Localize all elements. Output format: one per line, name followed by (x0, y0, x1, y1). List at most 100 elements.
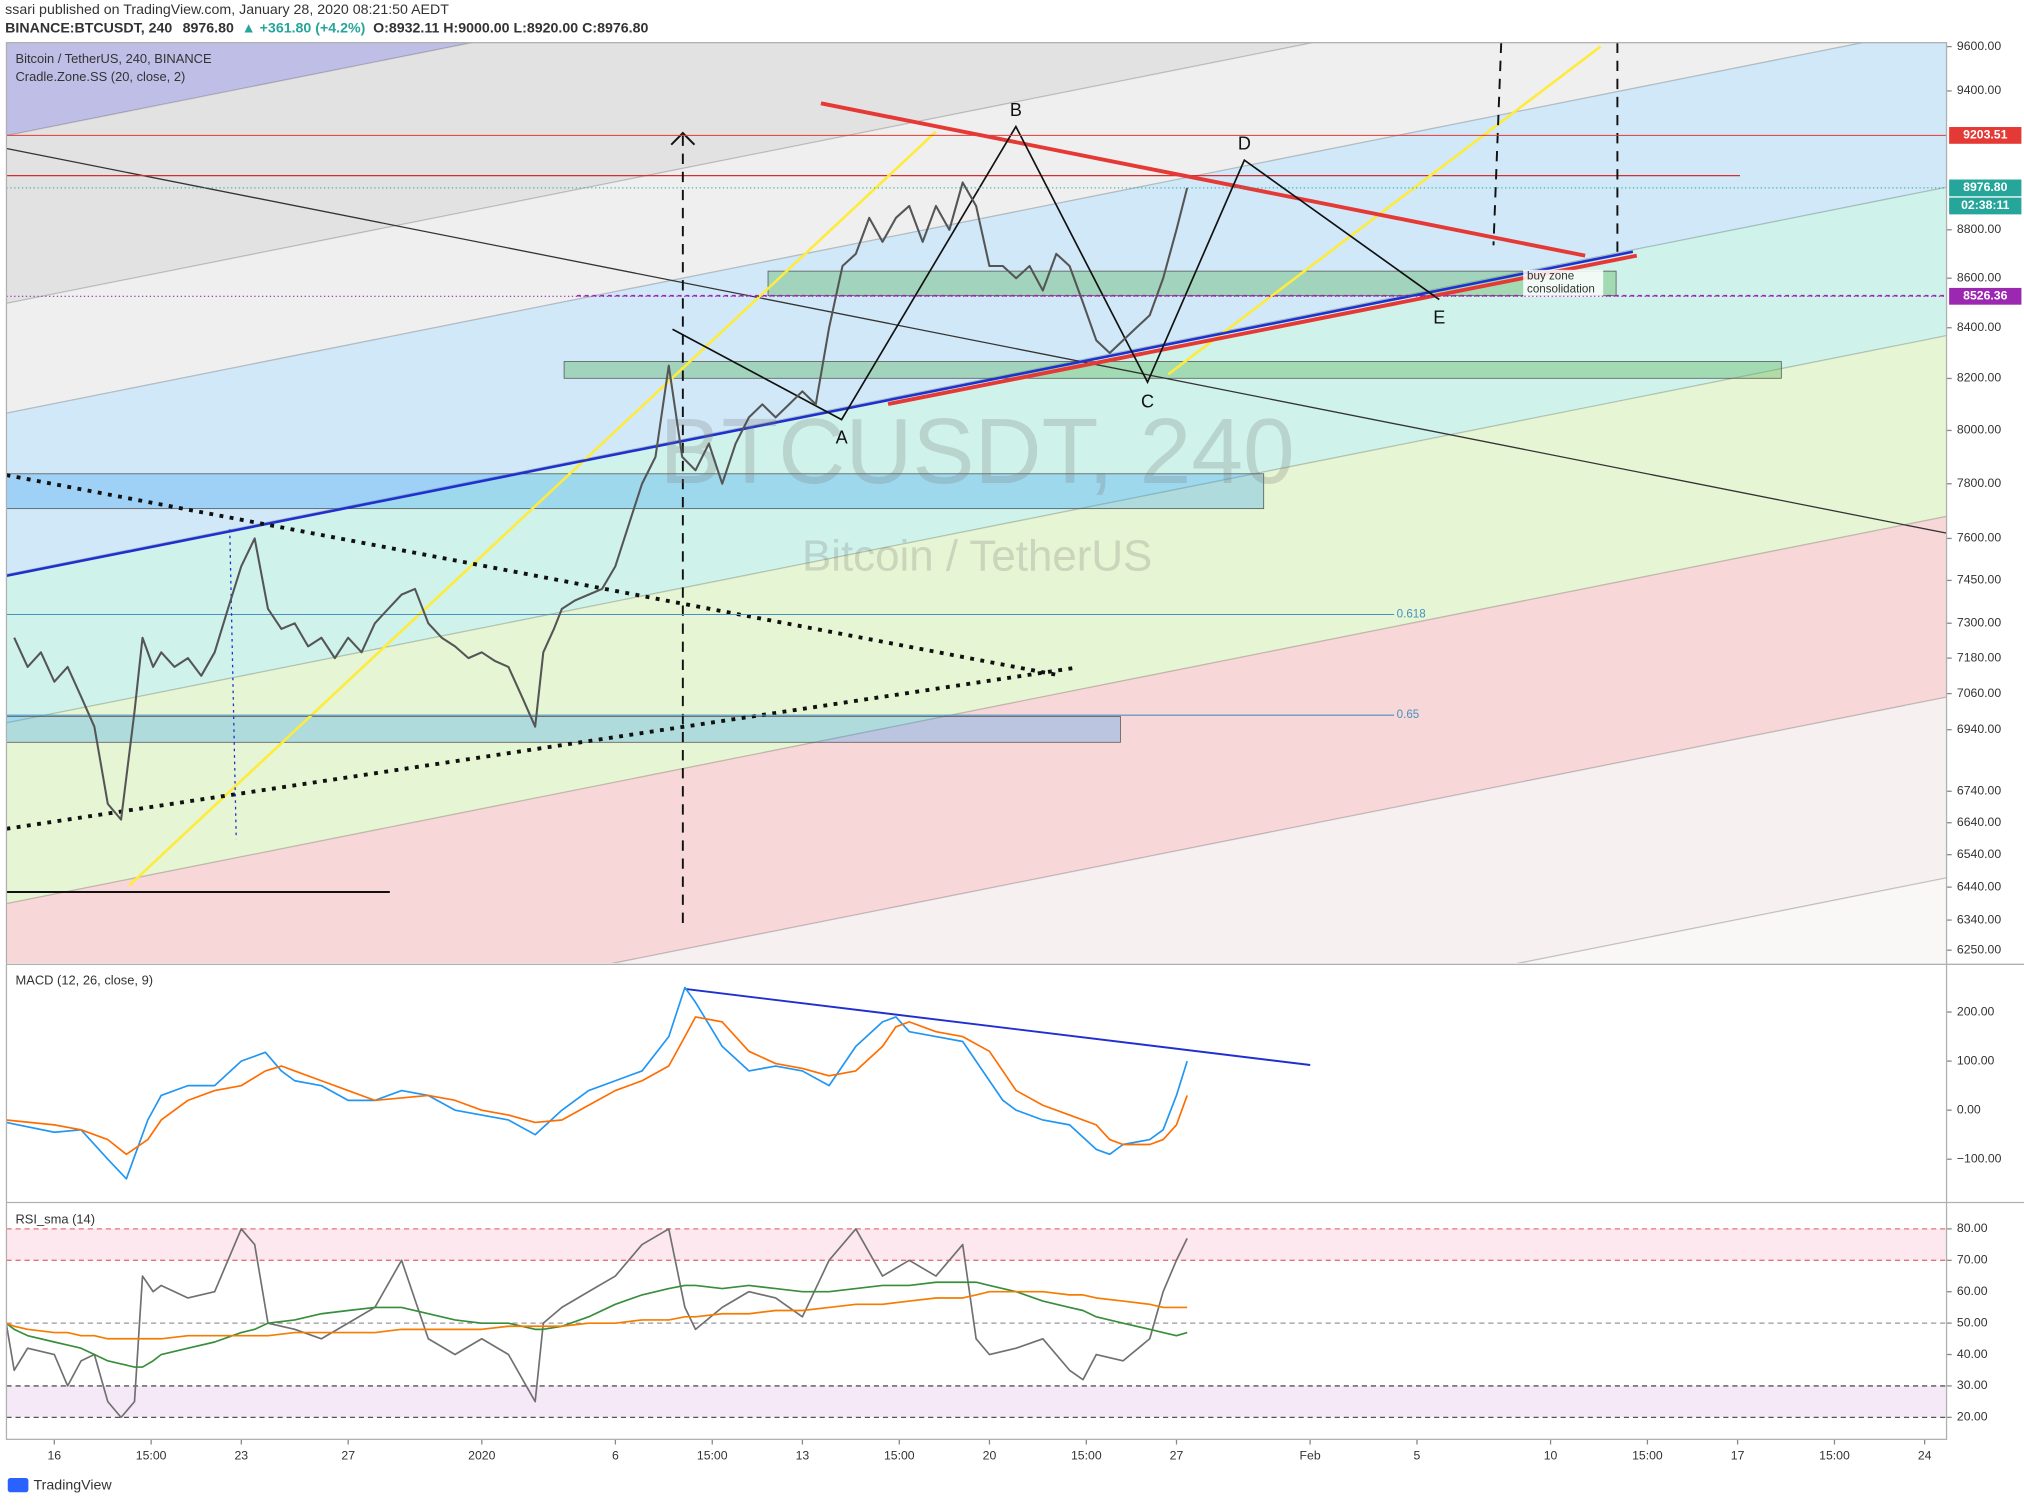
y-tick-label: 6740.00 (1957, 784, 2001, 798)
price-tag-label: 8526.36 (1963, 289, 2007, 303)
pitchfork-band (6, 187, 1947, 723)
x-tick-label: 24 (1918, 1448, 1932, 1462)
pane-title: RSI_sma (14) (15, 1211, 95, 1226)
x-tick-label: 23 (234, 1448, 248, 1462)
trend-line (6, 250, 1634, 578)
y-tick-label: 40.00 (1957, 1347, 1988, 1361)
price-tag-label: 9203.51 (1963, 128, 2007, 142)
price-tag (1949, 179, 2022, 197)
pitchfork-line (6, 186, 1947, 576)
series-line (6, 1290, 1188, 1340)
x-tick-label: 27 (341, 1448, 355, 1462)
y-tick-label: 100.00 (1957, 1053, 1995, 1067)
countdown-tag (1949, 197, 2022, 215)
x-tick-label: 5 (1414, 1448, 1421, 1462)
pitchfork-line (1516, 877, 1947, 964)
pattern-label: A (836, 428, 849, 448)
x-tick-label: 6 (612, 1448, 619, 1462)
y-tick-label: 8400.00 (1957, 320, 2001, 334)
x-tick-label: 20 (983, 1448, 997, 1462)
trend-line (887, 253, 1638, 406)
y-tick-label: 8200.00 (1957, 371, 2001, 385)
arrow-head (670, 131, 696, 146)
x-tick-label: 15:00 (1819, 1448, 1850, 1462)
pitchfork-band (1519, 877, 1947, 964)
price-tag-label: 8976.80 (1963, 180, 2007, 194)
pitchfork-line (611, 696, 1947, 964)
symbol: BINANCE:BTCUSDT, 240 (5, 20, 172, 36)
countdown: 02:38:11 (1961, 198, 2010, 212)
y-tick-label: 6540.00 (1957, 847, 2001, 861)
pitchfork-band (6, 335, 1947, 904)
y-tick-label: 7800.00 (1957, 476, 2001, 490)
y-tick-label: 9600.00 (1957, 39, 2001, 53)
y-tick-label: 9400.00 (1957, 83, 2001, 97)
fib-label: 0.618 (1397, 608, 1426, 621)
y-tick-label: 50.00 (1957, 1315, 1988, 1329)
x-tick-label: 15:00 (1632, 1448, 1663, 1462)
series-line (6, 1281, 1188, 1368)
trend-line (6, 473, 1059, 678)
y-tick-label: 6340.00 (1957, 912, 2001, 926)
clip-group (6, 1016, 1188, 1156)
pitchfork-line (6, 335, 1947, 724)
plot-layer: BTCUSDT, 240 Bitcoin / TetherUS Bitcoin / … (6, 39, 2022, 1462)
chart-title: Bitcoin / TetherUS, 240, BINANCE (15, 51, 211, 66)
rsi-band (6, 1385, 1947, 1418)
pitchfork-band (614, 697, 1947, 964)
y-tick-label: −100.00 (1957, 1151, 2002, 1165)
x-tick-label: Feb (1300, 1448, 1321, 1462)
x-tick-label: 15:00 (1071, 1448, 1102, 1462)
pitchfork-band (6, 42, 473, 136)
drawings (6, 42, 1947, 964)
zone-label: buy zone (1527, 269, 1574, 282)
pane-title: MACD (12, 26, close, 9) (15, 972, 153, 987)
x-tick-label: 15:00 (136, 1448, 167, 1462)
pitchfork-band (6, 42, 1313, 304)
trend-line (820, 101, 1586, 258)
fib-label: 0.65 (1397, 708, 1420, 721)
symbol-line: BINANCE:BTCUSDT, 240 8976.80 ▲ +361.80 (+4… (5, 20, 648, 36)
pitchfork-line (6, 42, 1317, 305)
x-tick-label: 15:00 (884, 1448, 915, 1462)
y-tick-label: 6940.00 (1957, 722, 2001, 736)
trend-line (229, 529, 237, 840)
y-tick-label: 7060.00 (1957, 686, 2001, 700)
pattern-label: C (1141, 392, 1154, 412)
clip-group (6, 986, 1188, 1180)
pitchfork-line (6, 42, 1866, 414)
y-tick-label: 8600.00 (1957, 270, 2001, 284)
zone (6, 716, 1121, 743)
x-tick-label: 17 (1731, 1448, 1745, 1462)
watermark-subtitle: Bitcoin / TetherUS (802, 532, 1152, 581)
logo (7, 1478, 29, 1493)
y-tick-label: 200.00 (1957, 1004, 1995, 1018)
rsi-band (6, 1228, 1947, 1261)
trend-line (6, 147, 1947, 534)
x-tick-label: 10 (1544, 1448, 1558, 1462)
frame (5, 42, 1948, 1440)
clip-group (13, 181, 1189, 821)
pitchfork-line (6, 42, 476, 137)
last-price: 8976.80 (183, 20, 234, 36)
x-tick-label: 27 (1170, 1448, 1184, 1462)
price-tag (1949, 127, 2022, 144)
indicator-title: Cradle.Zone.SS (20, close, 2) (15, 69, 185, 84)
trend-line (1167, 45, 1602, 376)
price-line (13, 181, 1189, 821)
y-tick-label: 7180.00 (1957, 650, 2001, 664)
y-tick-label: 6250.00 (1957, 942, 2001, 956)
zone-label: consolidation (1527, 282, 1595, 295)
clip-group (6, 1281, 1188, 1368)
y-tick-label: 6640.00 (1957, 815, 2001, 829)
pattern-label: D (1238, 133, 1251, 153)
y-tick-label: 7300.00 (1957, 615, 2001, 629)
change: ▲ +361.80 (+4.2%) (242, 20, 366, 36)
clip-group (6, 1290, 1188, 1340)
publisher: ssari published on TradingView.com, Janu… (5, 2, 449, 18)
x-tick-label: 2020 (468, 1448, 495, 1462)
y-tick-label: 80.00 (1957, 1221, 1988, 1235)
pattern-label: E (1433, 308, 1445, 328)
